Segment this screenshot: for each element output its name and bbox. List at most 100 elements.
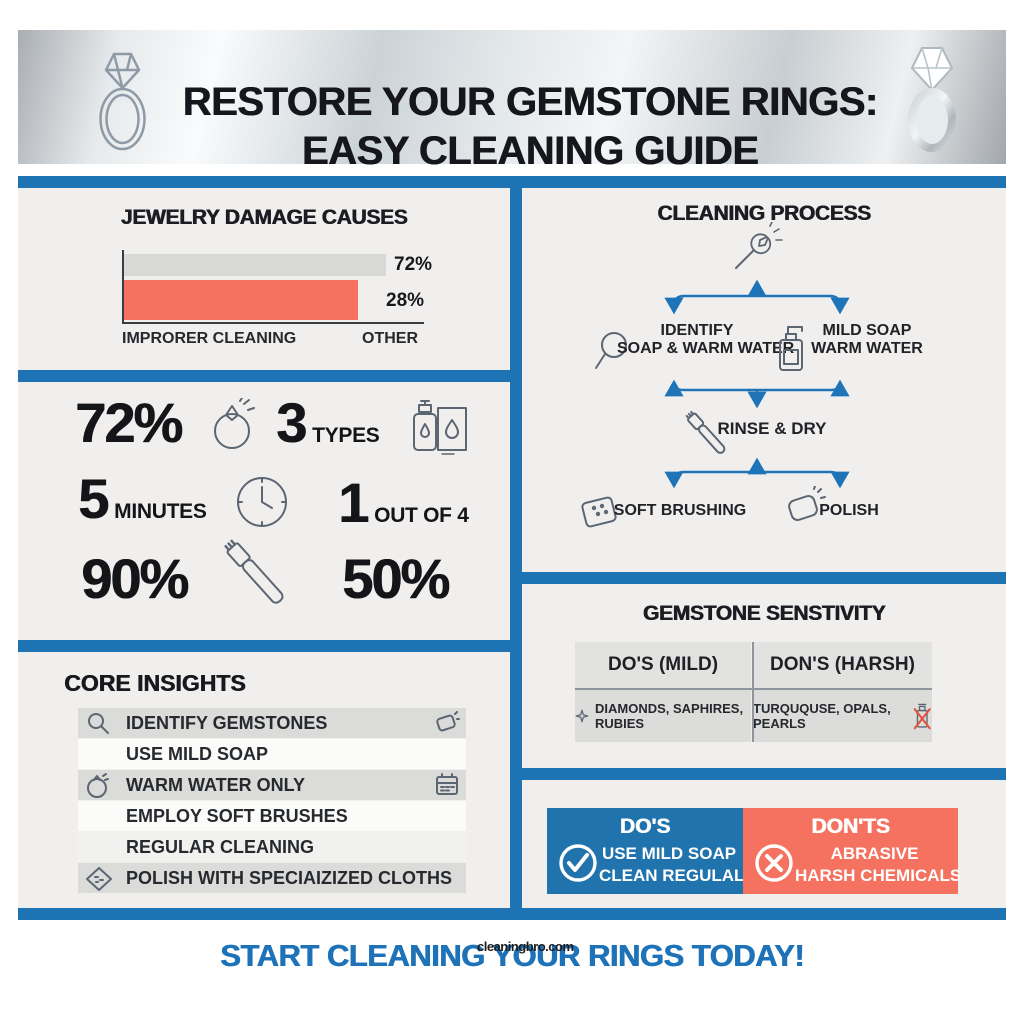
diamond-ring-outline-icon	[99, 52, 146, 151]
list-item: EMPLOY SOFT BRUSHES	[78, 801, 466, 831]
stat-value: 3	[276, 391, 307, 454]
stat-label: MINUTES	[114, 500, 207, 523]
chart-x-axis	[122, 322, 424, 324]
stat-50pct: 50%	[342, 546, 450, 611]
stat-value: 90%	[81, 547, 189, 610]
magnifier-icon	[88, 713, 109, 734]
header-band: RESTORE YOUR GEMSTONE RINGS: EASY CLEANI…	[18, 30, 1006, 173]
core-insights-title: CORE INSIGHTS	[64, 670, 246, 696]
node-line2: WARM WATER	[811, 340, 923, 357]
damage-causes-panel: JEWELRY DAMAGE CAUSES 72% 28% IMPRORER C…	[18, 188, 510, 370]
list-item: IDENTIFY GEMSTONES	[78, 708, 466, 738]
gemstone-sensitivity-panel: GEMSTONE SENSTIVITY DO'S (MILD) DON'S (H…	[522, 584, 1006, 768]
list-item-label: REGULAR CLEANING	[126, 836, 314, 857]
toothbrush-icon	[224, 539, 284, 604]
bar-value-label: 28%	[386, 290, 425, 311]
donts-block: DON'TS ABRASIVE HARSH CHEMICALS	[743, 808, 962, 894]
diamond-ring-filled-icon	[908, 47, 956, 152]
stat-3-types: 3 TYPES	[276, 390, 380, 455]
donts-line2: HARSH CHEMICALS	[795, 866, 962, 885]
core-insights-panel: CORE INSIGHTS IDENTIFY GEMSTONES USE MIL…	[18, 652, 510, 908]
sponge-icon	[581, 496, 617, 528]
calendar-icon	[436, 773, 458, 795]
process-node-mild-soap: MILD SOAP WARM WATER	[802, 322, 932, 358]
soap-pump-icon	[779, 326, 803, 371]
stat-value: 5	[78, 467, 109, 530]
list-item-label: POLISH WITH SPECIAIZIZED CLOTHS	[126, 867, 453, 888]
polish-soap-icon	[788, 486, 826, 521]
dos-line1: USE MILD SOAP	[601, 844, 737, 863]
clock-icon	[237, 477, 287, 527]
page-title: RESTORE YOUR GEMSTONE RINGS: EASY CLEANI…	[18, 78, 1024, 176]
stat-label: TYPES	[312, 424, 380, 447]
stat-72pct: 72%	[75, 390, 183, 455]
stat-5-minutes: 5 MINUTES	[78, 466, 207, 531]
stat-value: 72%	[75, 391, 183, 454]
frame-divider-left1	[18, 370, 510, 382]
node-line1: MILD SOAP	[822, 322, 912, 339]
table-cell-label: TURQUQUSE, OPALS, PEARLS	[753, 701, 891, 731]
table-header-donts: DON'S (HARSH)	[753, 642, 932, 688]
footer-cta: START CLEANING YOUR RINGS TODAY!	[220, 938, 804, 973]
x-circle-icon	[755, 844, 793, 882]
chart-y-axis	[122, 250, 124, 324]
list-item: USE MILD SOAP	[78, 739, 466, 769]
toothbrush-icon	[685, 410, 726, 454]
table-cell-harsh: TURQUQUSE, OPALS, PEARLS	[753, 690, 932, 742]
cleaning-process-panel: CLEANING PROCESS	[522, 188, 1006, 572]
no-chemicals-icon	[913, 703, 931, 730]
table-cell-label: DIAMONDS, SAPHIRES, RUBIES	[594, 701, 744, 731]
damage-causes-title: JEWELRY DAMAGE CAUSES	[120, 206, 408, 229]
list-item: REGULAR CLEANING	[78, 832, 466, 862]
stat-label: OUT OF 4	[374, 504, 469, 527]
frame-center-gutter	[510, 188, 522, 908]
bar-category-label: IMPRORER CLEANING	[122, 330, 297, 347]
magnifier-icon	[595, 332, 627, 369]
frame-top-bar	[18, 176, 1006, 188]
stat-90pct: 90%	[81, 546, 189, 611]
frame-divider-right1	[522, 572, 1006, 584]
sparkle-icon	[575, 709, 589, 723]
donts-title: DON'TS	[811, 815, 890, 838]
cleaning-process-title: CLEANING PROCESS	[657, 202, 871, 225]
soap-products-icon	[413, 400, 467, 455]
soap-bar-icon	[436, 711, 460, 732]
node-line2: SOAP & WARM WATER	[617, 340, 795, 357]
watermark-text: cleaningbro.com	[477, 939, 574, 954]
list-item-label: EMPLOY SOFT BRUSHES	[126, 805, 348, 826]
process-node-polish: POLISH	[819, 502, 879, 519]
dos-block: DO'S USE MILD SOAP CLEAN REGULALY	[547, 808, 754, 894]
ring-sparkle-icon	[87, 773, 109, 798]
bar-improper-cleaning	[124, 254, 386, 276]
list-item-label: WARM WATER ONLY	[126, 774, 305, 795]
stat-1-of-4: 1 OUT OF 4	[338, 470, 469, 535]
donts-line1: ABRASIVE	[830, 844, 919, 863]
polish-cloth-icon	[86, 867, 112, 891]
flowchart-arrows	[664, 279, 850, 489]
frame-divider-left2	[18, 640, 510, 652]
table-divider	[752, 642, 754, 742]
ring-sparkle-icon	[214, 398, 255, 449]
dos-title: DO'S	[619, 815, 671, 838]
table-cell-mild: DIAMONDS, SAPHIRES, RUBIES	[575, 690, 751, 742]
table-header-dos: DO'S (MILD)	[575, 642, 751, 688]
list-item-label: USE MILD SOAP	[126, 743, 269, 764]
list-item: POLISH WITH SPECIAIZIZED CLOTHS	[78, 863, 466, 893]
frame-divider-right2	[522, 768, 1006, 780]
gemstone-sensitivity-title: GEMSTONE SENSTIVITY	[642, 602, 886, 625]
node-line1: IDENTIFY	[660, 322, 734, 339]
list-item-label: IDENTIFY GEMSTONES	[126, 712, 328, 733]
list-item: WARM WATER ONLY	[78, 770, 466, 800]
process-node-rinse: RINSE & DRY	[717, 419, 827, 438]
process-node-identify: IDENTIFY SOAP & WARM WATER	[617, 322, 795, 358]
key-stats-panel: 72% 3 TYPES 5 MINU	[18, 382, 510, 640]
wrench-sparkle-icon	[735, 222, 783, 269]
dos-donts-panel: DO'S USE MILD SOAP CLEAN REGULALY DON'TS…	[522, 780, 1006, 908]
frame-bottom-bar	[18, 908, 1006, 920]
bar-other	[124, 280, 358, 320]
bar-value-label: 72%	[394, 254, 433, 275]
bar-category-label: OTHER	[362, 330, 418, 347]
stat-value: 1	[338, 471, 369, 534]
dos-lines: USE MILD SOAP CLEAN REGULALY	[599, 843, 754, 887]
